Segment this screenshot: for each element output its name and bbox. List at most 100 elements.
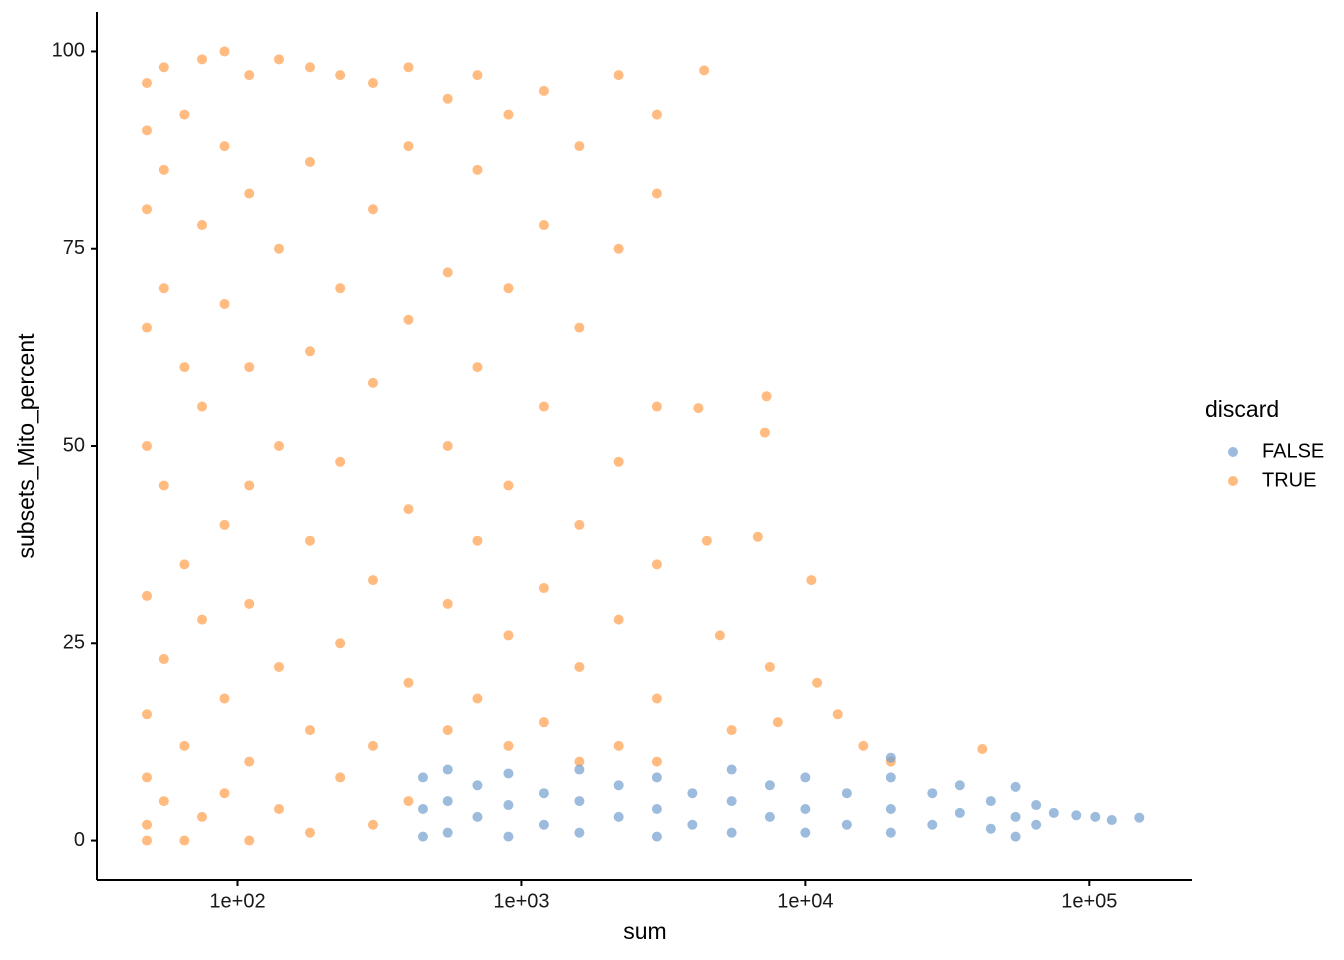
point [158,480,169,491]
point [764,780,775,791]
point [503,800,514,811]
point [538,819,549,830]
point [442,598,453,609]
point [141,322,152,333]
point [244,70,255,81]
point [158,654,169,665]
point [841,819,852,830]
point [800,772,811,783]
x-tick-label: 1e+03 [493,890,549,912]
point [244,188,255,199]
point [304,535,315,546]
point [367,204,378,215]
point [885,772,896,783]
point [651,831,662,842]
point [141,204,152,215]
point [613,614,624,625]
point [417,772,428,783]
legend-key [1228,476,1238,486]
point [613,780,624,791]
point [244,598,255,609]
point [759,427,770,438]
point [197,614,208,625]
point [244,756,255,767]
point [885,803,896,814]
point [812,677,823,688]
point [503,109,514,120]
point [800,827,811,838]
point [244,362,255,373]
point [417,831,428,842]
point [538,717,549,728]
point [764,661,775,672]
point [335,283,346,294]
point [806,575,817,586]
point [503,480,514,491]
point [442,827,453,838]
point [1010,781,1021,792]
point [1134,812,1145,823]
point [367,819,378,830]
point [538,583,549,594]
point [574,796,585,807]
point [714,630,725,641]
point [761,391,772,402]
point [367,575,378,586]
y-tick-label: 25 [63,632,85,654]
point [954,780,965,791]
point [472,164,483,175]
point [885,752,896,763]
point [472,811,483,822]
point [219,46,230,57]
point [651,693,662,704]
point [574,322,585,333]
point [273,661,284,672]
point [141,819,152,830]
point [574,827,585,838]
point [273,243,284,254]
point [574,756,585,767]
point [752,531,763,542]
y-tick-label: 100 [52,40,85,62]
point [403,314,414,325]
legend-key [1228,447,1238,457]
point [503,740,514,751]
point [1048,807,1059,818]
point [885,827,896,838]
point [927,788,938,799]
point [651,803,662,814]
point [141,78,152,89]
point [538,85,549,96]
point [417,803,428,814]
point [1071,810,1082,821]
point [1031,819,1042,830]
point [442,267,453,278]
point [472,70,483,81]
point [141,125,152,136]
point [841,788,852,799]
point [1010,811,1021,822]
point [726,764,737,775]
x-tick-label: 1e+05 [1061,890,1117,912]
point [244,480,255,491]
point [335,456,346,467]
point [141,590,152,601]
legend-label: TRUE [1262,469,1316,491]
point [651,188,662,199]
point [503,630,514,641]
point [158,796,169,807]
point [367,377,378,388]
point [219,693,230,704]
point [335,638,346,649]
point [687,819,698,830]
point [472,693,483,704]
point [693,403,704,414]
point [687,788,698,799]
x-axis-title: sum [623,918,666,944]
point [304,156,315,167]
point [197,401,208,412]
point [1106,815,1117,826]
point [954,807,965,818]
point [574,661,585,672]
